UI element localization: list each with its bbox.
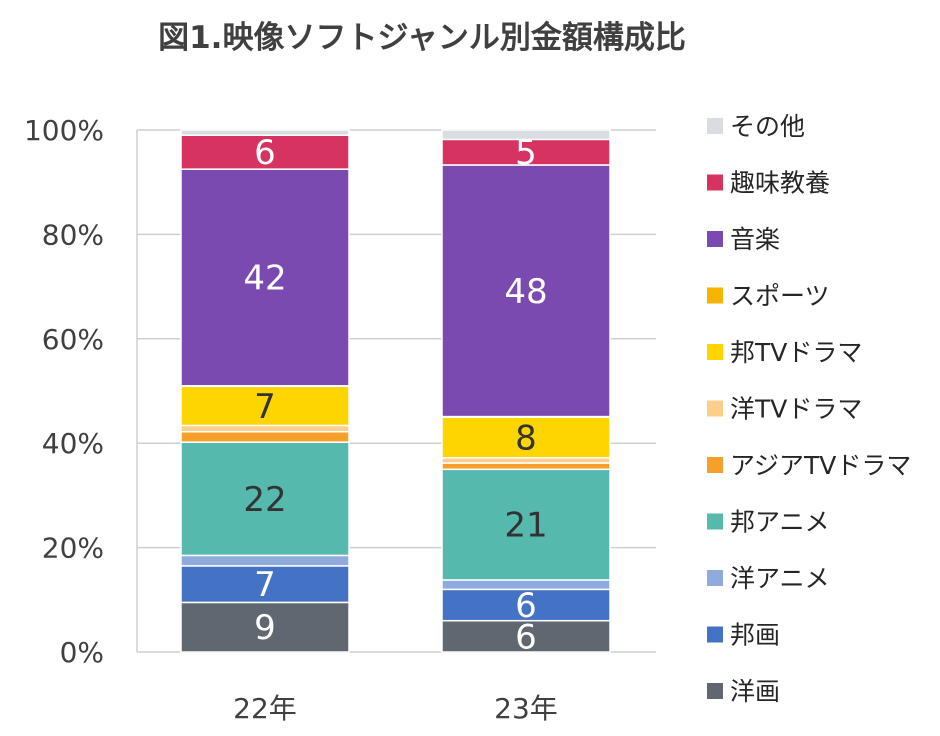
data-label: 5 (515, 133, 537, 173)
data-label: 7 (254, 565, 276, 605)
legend-swatch (707, 344, 723, 360)
y-tick-label: 100% (24, 114, 104, 147)
legend-label: 趣味教養 (730, 169, 830, 198)
legend-item: その他 (707, 112, 805, 141)
bar-segment (441, 588, 611, 622)
bar-segment (180, 441, 350, 557)
data-label: 6 (254, 133, 276, 173)
legend-swatch (707, 231, 723, 247)
x-axis-categories: 22年 23年 (233, 692, 558, 725)
legend-swatch (707, 400, 723, 417)
data-label: 21 (504, 506, 547, 546)
legend-swatch (707, 513, 723, 530)
legend-item: 趣味教養 (707, 169, 830, 198)
chart-title: 図1.映像ソフトジャンル別金額構成比 (158, 20, 686, 56)
bar-segment (441, 462, 611, 471)
x-category-label: 22年 (233, 692, 297, 725)
y-tick-label: 80% (42, 218, 104, 251)
legend-label: アジアTVドラマ (730, 451, 911, 480)
legend-item: 音楽 (707, 225, 780, 254)
legend-swatch (707, 174, 723, 191)
legend-item: 邦アニメ (707, 508, 830, 537)
bar-segment (441, 619, 611, 653)
data-label: 9 (254, 608, 276, 648)
legend-label: 音楽 (730, 225, 780, 254)
legend-item: 洋TVドラマ (707, 395, 862, 424)
y-tick-label: 0% (60, 636, 104, 669)
legend-label: スポーツ (730, 282, 830, 311)
legend-swatch (707, 626, 723, 643)
y-tick-label: 60% (42, 323, 104, 356)
bar-segment (441, 164, 611, 418)
bar-segment (441, 416, 611, 459)
legend-swatch (707, 457, 723, 473)
legend-item: 洋アニメ (707, 564, 830, 593)
data-label: 6 (515, 617, 537, 657)
legend: その他趣味教養音楽スポーツ邦TVドラマ洋TVドラマアジアTVドラマ邦アニメ洋アニ… (707, 112, 911, 706)
bar-segment (180, 601, 350, 653)
legend-label: 邦アニメ (730, 508, 830, 537)
legend-item: 邦TVドラマ (707, 338, 862, 367)
bars (180, 129, 611, 653)
bar-segment (180, 134, 350, 170)
bar-segment (441, 457, 611, 464)
legend-item: アジアTVドラマ (707, 451, 911, 480)
data-label: 6 (515, 586, 537, 626)
legend-item: 邦画 (707, 621, 780, 650)
data-label: 22 (243, 480, 286, 520)
y-tick-label: 20% (42, 532, 104, 565)
legend-label: 邦TVドラマ (730, 338, 862, 367)
legend-label: 邦画 (730, 621, 780, 650)
y-tick-label: 40% (42, 427, 104, 460)
legend-swatch (707, 570, 723, 586)
legend-label: 洋アニメ (730, 564, 830, 593)
data-label: 8 (515, 418, 537, 458)
legend-label: その他 (730, 112, 805, 141)
legend-item: スポーツ (707, 282, 830, 311)
legend-swatch (707, 118, 723, 134)
data-label: 7 (254, 387, 276, 427)
bar-segment (180, 430, 350, 443)
legend-label: 洋TVドラマ (730, 395, 862, 424)
legend-label: 洋画 (730, 677, 780, 706)
bar-segment (180, 168, 350, 387)
bar-segment (180, 385, 350, 427)
bar-segment (180, 565, 350, 604)
data-label: 42 (243, 258, 286, 298)
data-label: 48 (504, 272, 547, 312)
y-axis-ticks: 0% 20% 40% 60% 80% 100% (24, 114, 104, 669)
bar-segment (441, 468, 611, 581)
bar-segment (180, 129, 350, 136)
bar-segment (441, 129, 611, 141)
x-category-label: 23年 (494, 692, 558, 725)
legend-swatch (707, 287, 723, 304)
legend-item: 洋画 (707, 677, 780, 706)
bar-segment (441, 138, 611, 166)
legend-swatch (707, 683, 723, 699)
